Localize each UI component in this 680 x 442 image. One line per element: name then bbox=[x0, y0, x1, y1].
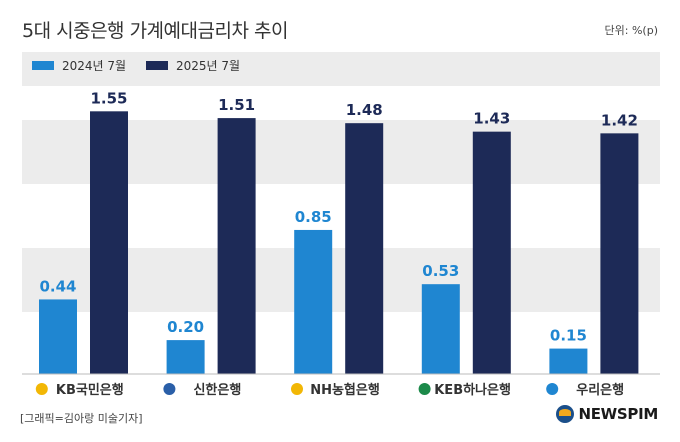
legend-swatch bbox=[32, 61, 54, 70]
newspim-logo: NEWSPIM bbox=[556, 405, 658, 423]
bar bbox=[39, 299, 77, 374]
background-band bbox=[22, 120, 660, 184]
data-label: 1.51 bbox=[218, 96, 255, 114]
chart-title: 5대 시중은행 가계예대금리차 추이 bbox=[22, 20, 288, 42]
data-label: 0.53 bbox=[422, 262, 459, 280]
nh-icon bbox=[291, 383, 303, 395]
unit-label: 단위: %(p) bbox=[604, 24, 658, 37]
data-label: 1.43 bbox=[473, 110, 510, 128]
kb-star-icon bbox=[35, 383, 48, 395]
data-label: 0.44 bbox=[39, 277, 76, 295]
category-label: 신한은행 bbox=[193, 382, 241, 398]
woori-icon bbox=[546, 383, 559, 395]
data-label: 0.20 bbox=[167, 318, 204, 336]
keb-hana-icon bbox=[418, 383, 431, 395]
bar bbox=[166, 340, 205, 374]
data-label: 1.48 bbox=[346, 101, 383, 119]
legend-label: 2024년 7월 bbox=[62, 59, 126, 73]
background-band bbox=[22, 248, 660, 312]
newspim-logo-text: NEWSPIM bbox=[578, 405, 658, 423]
data-label: 0.85 bbox=[295, 208, 332, 226]
bar bbox=[294, 229, 333, 374]
category-label: NH농협은행 bbox=[310, 382, 380, 398]
data-label: 0.15 bbox=[550, 327, 587, 345]
bar bbox=[421, 284, 460, 374]
graphic-credit: [그래픽=김아랑 미술기자] bbox=[20, 412, 143, 425]
category-label: KB국민은행 bbox=[56, 382, 124, 398]
bar bbox=[345, 123, 384, 374]
bar bbox=[600, 133, 639, 374]
bar bbox=[217, 118, 256, 375]
legend-swatch bbox=[146, 61, 168, 70]
legend-label: 2025년 7월 bbox=[176, 59, 240, 73]
bar bbox=[472, 131, 511, 374]
category-label: KEB하나은행 bbox=[434, 382, 511, 398]
category-label: 우리은행 bbox=[576, 382, 624, 398]
bar bbox=[90, 111, 128, 374]
newspim-logo-icon bbox=[556, 405, 575, 423]
bar bbox=[549, 348, 588, 374]
data-label: 1.55 bbox=[90, 89, 127, 107]
data-label: 1.42 bbox=[601, 111, 638, 129]
background-band bbox=[22, 52, 660, 86]
shinhan-icon bbox=[163, 383, 176, 395]
